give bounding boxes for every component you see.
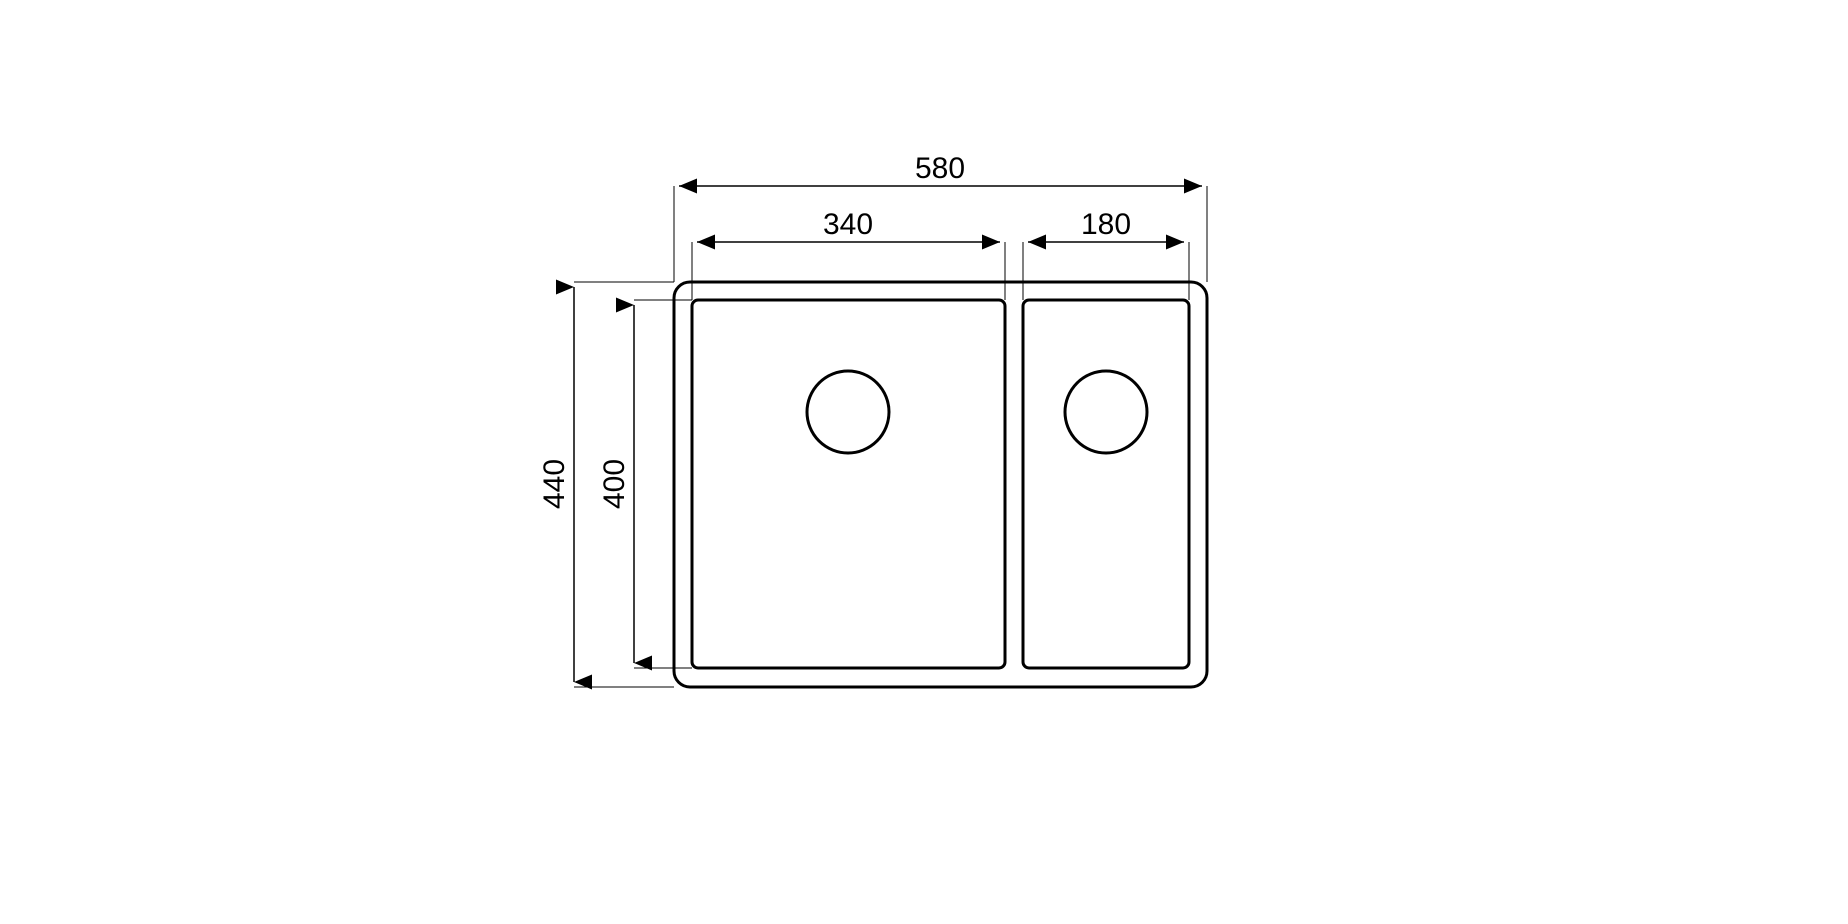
dim-label-440: 440 bbox=[538, 459, 571, 509]
sink-outer-rect bbox=[674, 282, 1207, 687]
bowl-right-rect bbox=[1023, 300, 1189, 668]
drain-left-circle bbox=[807, 371, 889, 453]
technical-drawing-svg: 580 340 180 440 400 bbox=[474, 142, 1374, 782]
dim-label-180: 180 bbox=[1081, 208, 1131, 241]
drain-right-circle bbox=[1065, 371, 1147, 453]
bowl-left-rect bbox=[692, 300, 1005, 668]
dim-label-400: 400 bbox=[598, 459, 631, 509]
dim-label-340: 340 bbox=[823, 208, 873, 241]
diagram-container: 580 340 180 440 400 bbox=[474, 142, 1374, 782]
dim-label-580: 580 bbox=[915, 152, 965, 185]
